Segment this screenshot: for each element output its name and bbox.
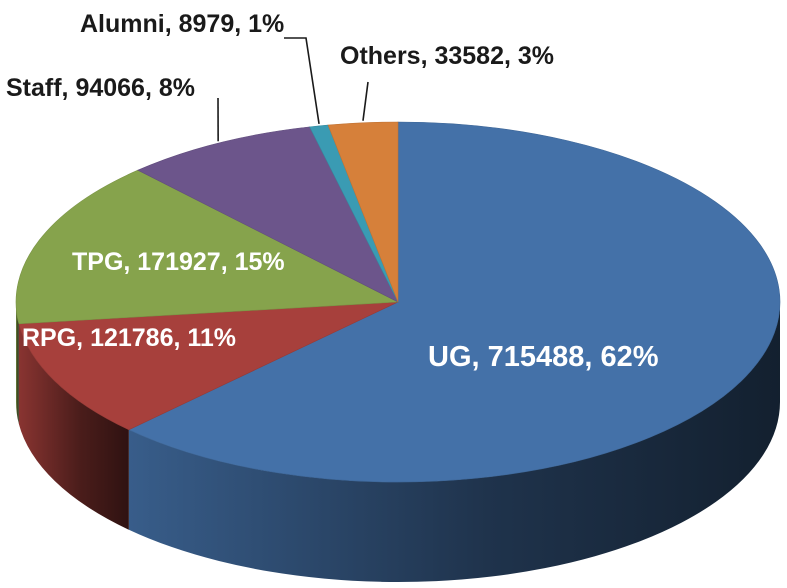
slice-label-ug: UG, 715488, 62%	[428, 341, 659, 373]
slice-label-tpg: TPG, 171927, 15%	[72, 248, 285, 276]
leader-line-alumni	[284, 38, 319, 124]
slice-label-others: Others, 33582, 3%	[340, 42, 554, 70]
slice-label-rpg: RPG, 121786, 11%	[22, 324, 236, 352]
leader-line-others	[363, 82, 368, 121]
slice-label-alumni: Alumni, 8979, 1%	[80, 10, 284, 38]
pie-top-layer	[16, 122, 780, 482]
slice-label-staff: Staff, 94066, 8%	[6, 74, 195, 102]
